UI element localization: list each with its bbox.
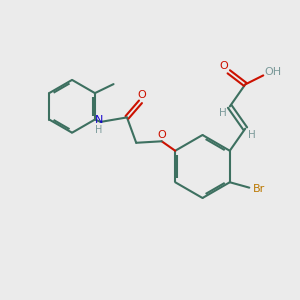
Text: N: N (95, 116, 103, 125)
Text: O: O (219, 61, 228, 71)
Text: OH: OH (264, 68, 281, 77)
Text: O: O (138, 90, 146, 100)
Text: O: O (157, 130, 166, 140)
Text: H: H (248, 130, 256, 140)
Text: Br: Br (253, 184, 265, 194)
Text: H: H (95, 125, 103, 135)
Text: H: H (219, 108, 227, 118)
